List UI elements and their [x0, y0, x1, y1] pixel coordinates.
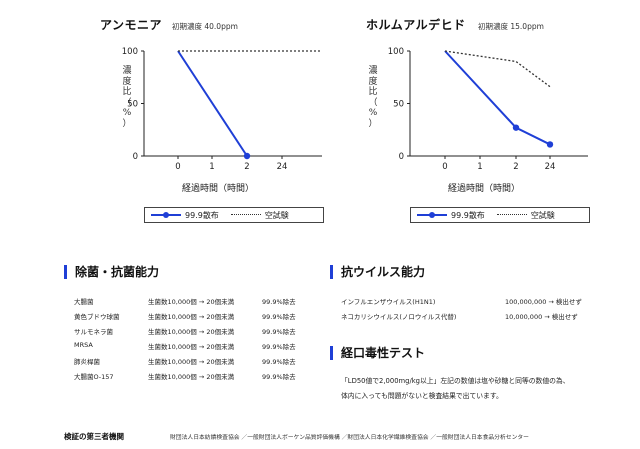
- x-tick-label: 1: [209, 162, 214, 172]
- treated-data-point: [243, 152, 251, 160]
- treated-data-point: [512, 124, 520, 131]
- x-tick-label: 24: [277, 162, 288, 172]
- ylabel-char: %: [122, 108, 132, 118]
- row-name: 大腸菌O-157: [74, 373, 114, 381]
- legend-treated-label: 99.9散布: [185, 210, 219, 220]
- legend-blank-label: 空試験: [264, 210, 289, 220]
- ylabel-char: %: [368, 108, 378, 118]
- antivirus-title: 抗ウイルス能力: [330, 265, 425, 279]
- ylabel-char: 濃: [368, 66, 378, 76]
- row-result: 100,000,000 → 検出せず: [505, 298, 582, 306]
- ylabel-char: 比: [368, 87, 378, 97]
- row-result: 生菌数10,000個 → 20個未満: [148, 343, 235, 351]
- row-result: 10,000,000 → 検出せず: [505, 313, 578, 321]
- row-name: 肺炎桿菌: [74, 358, 100, 366]
- row-rate: 99.9%除去: [262, 343, 296, 351]
- row-name: 黄色ブドウ球菌: [74, 313, 120, 321]
- row-rate: 99.9%除去: [262, 373, 296, 381]
- chart2-xlabel: 経過時間（時間）: [448, 184, 521, 194]
- x-tick-label: 1: [477, 162, 482, 172]
- row-result: 生菌数10,000個 → 20個未満: [148, 328, 235, 336]
- row-result: 生菌数10,000個 → 20個未満: [148, 373, 235, 381]
- treated-data-point: [546, 141, 554, 148]
- antibacterial-title: 除菌・抗菌能力: [64, 265, 159, 279]
- x-tick-label: 2: [244, 162, 249, 172]
- footer-organizations: 財団法人日本紡績検査協会 ／一般財団法人ボーケン品質評価機構 ／財団法人日本化学…: [170, 435, 529, 441]
- table-row: 大腸菌: [74, 296, 94, 306]
- legend-blank-swatch: [496, 211, 527, 219]
- row-rate: 99.9%除去: [262, 328, 296, 336]
- chart1-legend: 99.9散布 空試験: [144, 207, 324, 223]
- row-rate: 99.9%除去: [262, 313, 296, 321]
- y-tick-label: 50: [393, 100, 404, 110]
- y-tick-label: 50: [127, 100, 138, 110]
- chart2-ylabel: 濃 度 比 （ % ）: [368, 66, 378, 129]
- row-name: 大腸菌: [74, 298, 94, 306]
- legend-blank-swatch: [230, 211, 261, 219]
- y-tick-label: 0: [399, 152, 404, 162]
- ylabel-char: ）: [122, 118, 132, 129]
- chart1-xlabel: 経過時間（時間）: [182, 184, 255, 194]
- ylabel-char: （: [122, 97, 132, 108]
- x-tick-label: 0: [175, 162, 180, 172]
- row-rate: 99.9%除去: [262, 298, 296, 306]
- row-name: ネコカリシウイルス(ノロウイルス代替): [341, 313, 457, 321]
- ylabel-char: 比: [122, 87, 132, 97]
- y-tick-label: 100: [388, 47, 404, 57]
- row-name: MRSA: [74, 341, 93, 349]
- row-name: インフルエンザウイルス(H1N1): [341, 298, 436, 306]
- x-tick-label: 2: [513, 162, 518, 172]
- footer-label: 検証の第三者機関: [64, 432, 124, 441]
- x-tick-label: 0: [442, 162, 447, 172]
- ylabel-char: 濃: [122, 66, 132, 76]
- ylabel-char: 度: [122, 76, 132, 87]
- chart2-subtitle: 初期濃度 15.0ppm: [478, 22, 544, 31]
- row-result: 生菌数10,000個 → 20個未満: [148, 313, 235, 321]
- chart2-title: ホルムアルデヒド: [366, 18, 466, 32]
- toxicity-text-line1: 「LD50値で2,000mg/kg以上」左記の数値は塩や砂糖と同等の数値の為、: [341, 377, 570, 385]
- chart1-title: アンモニア: [100, 18, 163, 32]
- toxicity-title: 経口毒性テスト: [330, 346, 425, 360]
- y-tick-label: 0: [133, 152, 138, 162]
- row-result: 生菌数10,000個 → 20個未満: [148, 358, 235, 366]
- row-name: サルモネラ菌: [74, 328, 113, 336]
- y-tick-label: 100: [122, 47, 138, 57]
- treated-series-line: [444, 50, 551, 146]
- chart2-legend: 99.9散布 空試験: [410, 207, 590, 223]
- legend-treated-swatch: [417, 211, 447, 219]
- treated-series-line: [177, 50, 248, 157]
- legend-treated-swatch: [151, 211, 181, 219]
- chart1-ylabel: 濃 度 比 （ % ）: [122, 66, 132, 129]
- ylabel-char: 度: [368, 76, 378, 87]
- row-result: 生菌数10,000個 → 20個未満: [148, 298, 235, 306]
- row-rate: 99.9%除去: [262, 358, 296, 366]
- legend-blank-label: 空試験: [530, 210, 555, 220]
- ylabel-char: （: [368, 97, 378, 108]
- legend-treated-label: 99.9散布: [451, 210, 485, 220]
- x-tick-label: 24: [545, 162, 556, 172]
- ylabel-char: ）: [368, 118, 378, 129]
- chart1-subtitle: 初期濃度 40.0ppm: [172, 22, 238, 31]
- toxicity-text-line2: 体内に入っても問題がないと検査結果で出ています。: [341, 392, 503, 400]
